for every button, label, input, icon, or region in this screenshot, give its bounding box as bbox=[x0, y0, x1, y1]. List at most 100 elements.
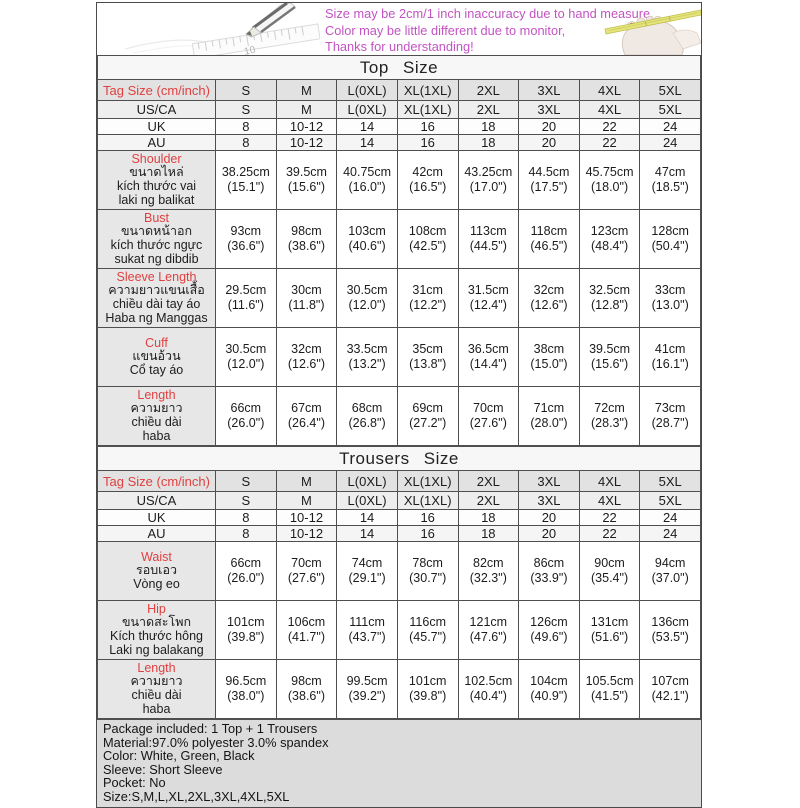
size-cell: 22 bbox=[578, 134, 641, 151]
measure-cell: 36.5cm (14.4") bbox=[457, 327, 520, 387]
measure-translation: ขนาดสะโพก bbox=[121, 615, 192, 630]
size-cell: 20 bbox=[518, 118, 580, 135]
size-cell: 5XL bbox=[639, 100, 701, 119]
measure-cell: 45.75cm (18.0") bbox=[578, 150, 641, 210]
measure-cell: 32.5cm (12.8") bbox=[578, 268, 641, 328]
value-cm: 105.5cm bbox=[585, 673, 634, 688]
trousers-size-table: Trousers Size Tag Size (cm/inch) S M L(0XL) X… bbox=[97, 446, 701, 719]
measure-cell: 86cm (33.9") bbox=[518, 541, 580, 601]
value-inch: (16.5") bbox=[409, 180, 447, 194]
size-cell: 8 bbox=[215, 134, 277, 151]
size-cell: 22 bbox=[578, 118, 641, 135]
value-inch: (44.5") bbox=[469, 239, 507, 253]
size-cell: 16 bbox=[396, 509, 459, 526]
size-cell: 2XL bbox=[457, 470, 520, 492]
top-size-measure-row-bust: Bust ขนาดหน้าอก kích thước ngực sukat ng di… bbox=[97, 209, 701, 269]
value-cm: 30.5cm bbox=[225, 341, 267, 356]
measure-cell: 40.75cm (16.0") bbox=[336, 150, 398, 210]
value-inch: (42.1") bbox=[651, 689, 689, 703]
size-cell: 20 bbox=[518, 134, 580, 151]
measure-name: Shoulder bbox=[131, 151, 182, 166]
value-cm: 98cm bbox=[291, 223, 322, 238]
value-cm: 103cm bbox=[348, 223, 386, 238]
value-cm: 44.5cm bbox=[528, 164, 570, 179]
value-cm: 126cm bbox=[530, 614, 568, 629]
value-inch: (12.0") bbox=[227, 357, 265, 371]
value-cm: 121cm bbox=[469, 614, 508, 629]
trousers-size-size-row-tag: Tag Size (cm/inch) S M L(0XL) XL(1XL) 2XL 3XL 4… bbox=[97, 470, 701, 492]
row-label: Tag Size (cm/inch) bbox=[97, 79, 216, 101]
value-cm: 74cm bbox=[351, 555, 383, 570]
value-cm: 45.75cm bbox=[585, 164, 634, 179]
disclaimer-banner: 10 Size may be 2cm/1 inch inaccuracy due… bbox=[97, 3, 701, 55]
measure-translation: ความยาว bbox=[130, 401, 183, 416]
value-inch: (38.6") bbox=[287, 239, 325, 253]
value-inch: (43.7") bbox=[348, 630, 386, 644]
size-cell: 20 bbox=[518, 509, 580, 526]
value-inch: (13.2") bbox=[348, 357, 386, 371]
measure-translation: Haba ng Manggas bbox=[105, 310, 208, 325]
package-info-line: Material:97.0% polyester 3.0% spandex bbox=[103, 734, 329, 750]
value-cm: 73cm bbox=[654, 400, 686, 415]
row-label: AU bbox=[97, 134, 216, 151]
value-cm: 43.25cm bbox=[464, 164, 513, 179]
size-cell: 14 bbox=[336, 509, 398, 526]
value-cm: 99.5cm bbox=[346, 673, 388, 688]
size-cell: S bbox=[215, 491, 277, 510]
value-cm: 96.5cm bbox=[225, 673, 267, 688]
value-cm: 90cm bbox=[594, 555, 625, 570]
value-cm: 98cm bbox=[291, 673, 322, 688]
size-cell: 5XL bbox=[639, 470, 701, 492]
value-cm: 30.5cm bbox=[346, 282, 388, 297]
size-cell: 5XL bbox=[639, 491, 701, 510]
value-cm: 108cm bbox=[408, 223, 447, 238]
measure-label: Shoulder ขนาดไหล่ kích thước vai laki ng ba… bbox=[97, 150, 216, 210]
top-size-title-row: Top Size bbox=[97, 55, 701, 80]
value-cm: 101cm bbox=[227, 614, 265, 629]
size-cell: 22 bbox=[578, 525, 641, 542]
value-inch: (26.0") bbox=[227, 571, 265, 585]
measure-cell: 104cm (40.9") bbox=[518, 659, 580, 719]
value-inch: (41.5") bbox=[591, 689, 629, 703]
measure-translation: kích thước vai bbox=[116, 179, 197, 193]
size-cell: 4XL bbox=[578, 470, 641, 492]
value-cm: 94cm bbox=[654, 555, 686, 570]
size-cell: 16 bbox=[396, 525, 459, 542]
size-cell: S bbox=[215, 79, 277, 101]
value-inch: (40.6") bbox=[348, 239, 386, 253]
measure-cell: 44.5cm (17.5") bbox=[518, 150, 580, 210]
value-cm: 116cm bbox=[409, 614, 446, 629]
measure-translation: ขนาดไหล่ bbox=[129, 165, 184, 180]
size-cell: 14 bbox=[336, 134, 398, 151]
value-inch: (36.6") bbox=[227, 239, 265, 253]
size-cell: 4XL bbox=[578, 100, 641, 119]
measure-cell: 73cm (28.7") bbox=[639, 386, 701, 446]
value-cm: 30cm bbox=[291, 282, 322, 297]
size-cell: 10-12 bbox=[275, 134, 338, 151]
value-inch: (12.2") bbox=[409, 298, 447, 312]
measure-cell: 74cm (29.1") bbox=[336, 541, 398, 601]
measure-cell: 69cm (27.2") bbox=[396, 386, 459, 446]
size-cell: XL(1XL) bbox=[396, 491, 459, 510]
size-cell: 2XL bbox=[457, 100, 520, 119]
package-info-line: Color: White, Green, Black bbox=[103, 748, 255, 764]
value-cm: 118cm bbox=[530, 223, 568, 238]
package-info-line: Sleeve: Short Sleeve bbox=[103, 761, 223, 777]
size-chart-content: 10 Size may be 2cm/1 inch inaccuracy due… bbox=[96, 2, 702, 808]
value-cm: 68cm bbox=[351, 400, 383, 415]
value-inch: (39.2") bbox=[348, 689, 386, 703]
svg-text:10: 10 bbox=[243, 45, 257, 55]
value-cm: 70cm bbox=[291, 555, 322, 570]
size-cell: 8 bbox=[215, 525, 277, 542]
measure-label: Length ความยาว chiều dài haba bbox=[97, 659, 216, 719]
value-inch: (30.7") bbox=[409, 571, 447, 585]
measure-cell: 107cm (42.1") bbox=[639, 659, 701, 719]
value-cm: 40.75cm bbox=[343, 164, 392, 179]
value-cm: 71cm bbox=[533, 400, 565, 415]
size-cell: S bbox=[215, 100, 277, 119]
size-cell: 24 bbox=[639, 118, 701, 135]
measure-cell: 105.5cm (41.5") bbox=[578, 659, 641, 719]
value-cm: 39.5cm bbox=[285, 164, 327, 179]
measure-translation: kích thước ngực bbox=[110, 238, 203, 252]
